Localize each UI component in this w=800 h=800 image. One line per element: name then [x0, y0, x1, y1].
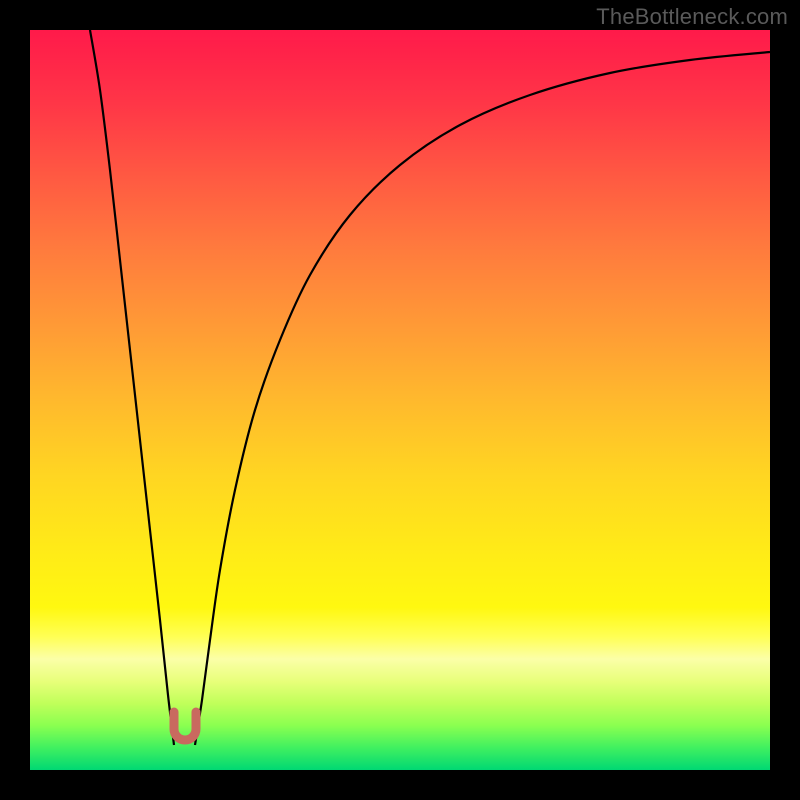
gradient-background [30, 30, 770, 770]
plot-svg [30, 30, 770, 770]
watermark-text: TheBottleneck.com [596, 4, 788, 30]
plot-area [30, 30, 770, 770]
chart-container: TheBottleneck.com [0, 0, 800, 800]
